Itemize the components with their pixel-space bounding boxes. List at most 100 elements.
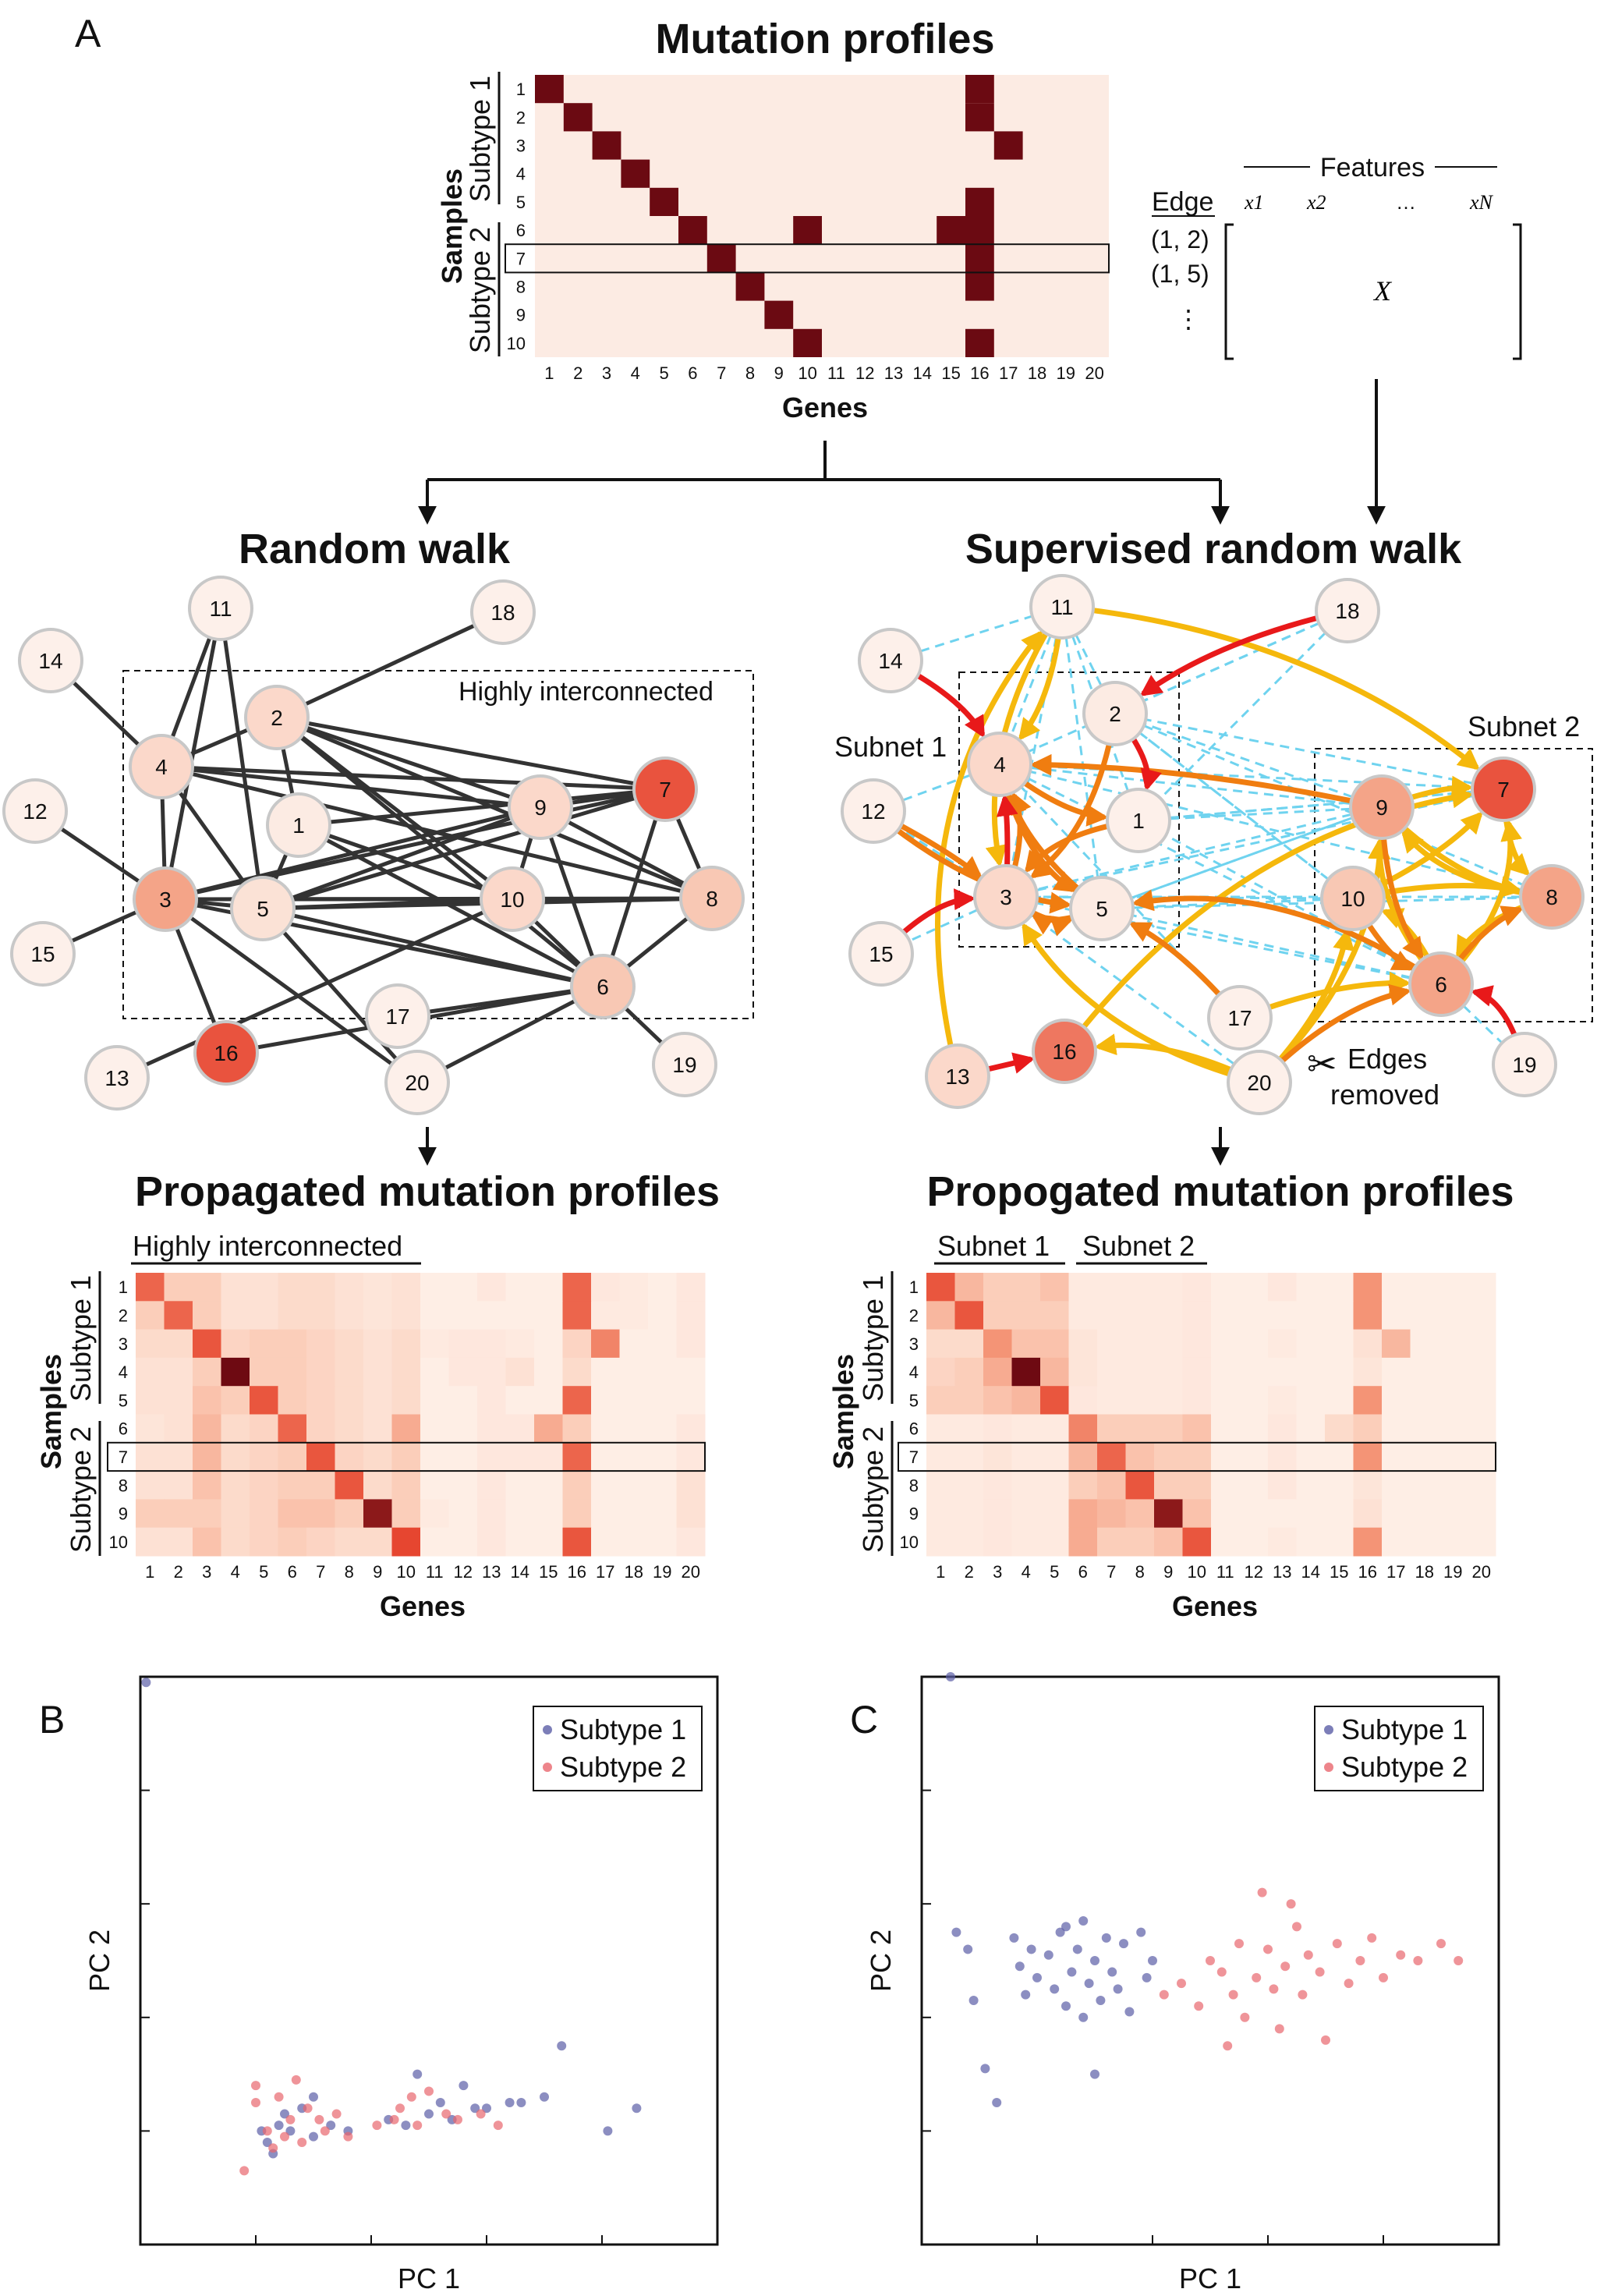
propagated-left-cell xyxy=(562,1414,592,1444)
propagated-right-cell xyxy=(1154,1442,1183,1472)
propagated-right-cell xyxy=(926,1386,955,1415)
col-tick-label: 5 xyxy=(1050,1562,1059,1582)
propagated-left-cell xyxy=(562,1301,592,1330)
dashed-edge xyxy=(1114,712,1355,901)
propagated-right-cell xyxy=(1154,1301,1183,1330)
propagated-right-cell xyxy=(1439,1357,1468,1387)
propagated-right-cell xyxy=(1068,1329,1098,1359)
propagated-left-cell xyxy=(335,1357,364,1387)
propagated-right-cell xyxy=(1268,1414,1297,1444)
propagated-left-cell xyxy=(676,1301,706,1330)
scatter-point xyxy=(1269,1984,1279,1994)
scatter-point xyxy=(1078,1916,1089,1926)
network-edge xyxy=(416,984,604,1085)
col-tick-label: 12 xyxy=(1245,1562,1263,1582)
propagated-right-cell xyxy=(1325,1527,1354,1557)
propagated-right-cell xyxy=(1325,1386,1354,1415)
network-edge xyxy=(275,716,604,988)
propagated-right-cell xyxy=(1011,1499,1041,1529)
network-node-label: 3 xyxy=(1000,885,1012,909)
propagated-left-cell xyxy=(619,1414,649,1444)
network-node xyxy=(188,576,253,641)
propagated-right-cell xyxy=(1268,1329,1297,1359)
scatter-point xyxy=(326,2121,336,2131)
propagated-left-cell xyxy=(306,1273,335,1302)
propagated-left-cell xyxy=(676,1273,706,1302)
panel-label-c: C xyxy=(850,1698,878,1741)
propagated-left-cell xyxy=(306,1499,335,1529)
scatter-point xyxy=(482,2103,491,2114)
propagated-right-cell xyxy=(983,1471,1012,1500)
scatter-point xyxy=(1216,1967,1227,1977)
propagated-left-cell xyxy=(136,1527,165,1557)
dashed-edge xyxy=(997,763,1442,986)
network-node-label: 20 xyxy=(1247,1071,1271,1095)
dashed-edge xyxy=(1112,609,1348,716)
propagated-left-cell xyxy=(250,1471,278,1500)
heatmap-cell xyxy=(735,272,765,301)
legend-marker xyxy=(1324,1725,1333,1734)
heatmap-cell xyxy=(965,75,994,104)
col-tick-label: 16 xyxy=(1358,1562,1377,1582)
propagated-right-cell xyxy=(1040,1499,1069,1529)
propagated-left-cell xyxy=(193,1273,221,1302)
scatter-point xyxy=(1286,1899,1296,1909)
propagated-right-cell xyxy=(926,1527,955,1557)
scatter-point xyxy=(1078,2012,1089,2022)
col-tick-label: 9 xyxy=(774,363,784,383)
propagated-right-cell xyxy=(1268,1301,1297,1330)
propagated-left-cell xyxy=(391,1386,421,1415)
row-tick-label: 7 xyxy=(516,249,526,268)
network-node-label: 2 xyxy=(1109,702,1121,726)
scatter-point xyxy=(1223,2041,1233,2051)
dashed-edge xyxy=(1135,788,1504,827)
scatter-point xyxy=(470,2103,480,2114)
propagated-right-cell xyxy=(1011,1471,1041,1500)
propagated-left-cell xyxy=(505,1301,535,1330)
col-tick-label: 14 xyxy=(1301,1562,1320,1582)
propagated-left-cell xyxy=(648,1329,677,1359)
propagated-left-cell xyxy=(221,1273,250,1302)
row-tick-label: 4 xyxy=(516,165,526,184)
propagated-left-cell xyxy=(562,1499,592,1529)
row-tick-label: 9 xyxy=(909,1504,919,1524)
propagated-right-cell xyxy=(1268,1527,1297,1557)
panel-label-b: B xyxy=(39,1698,65,1741)
propagated-right-cell xyxy=(1239,1357,1269,1387)
propagated-left-cell xyxy=(136,1386,165,1415)
propagated-right-cell xyxy=(1410,1386,1439,1415)
propagated-right-bracket1-label: Subnet 1 xyxy=(937,1230,1050,1262)
propagated-left-cell xyxy=(648,1527,677,1557)
network-node xyxy=(1408,951,1474,1017)
propagated-left-cell xyxy=(648,1471,677,1500)
scatter-point xyxy=(309,2092,318,2102)
propagated-right-cell xyxy=(1182,1471,1212,1500)
propagated-right-cell xyxy=(954,1273,984,1302)
propagated-right-cell xyxy=(1097,1386,1126,1415)
propagated-right-cell xyxy=(1125,1386,1155,1415)
propagated-left-cell xyxy=(193,1471,221,1500)
propagated-left-cell xyxy=(164,1357,193,1387)
scissors-icon: ✂ xyxy=(1307,1044,1337,1084)
propagated-right-cell xyxy=(1154,1273,1183,1302)
propagated-left-cell xyxy=(591,1471,620,1500)
propagated-left-cell xyxy=(250,1273,278,1302)
propagated-right-cell xyxy=(1097,1471,1126,1500)
propagated-left-subtype1-label: Subtype 1 xyxy=(65,1275,97,1401)
propagated-left-cell xyxy=(448,1414,478,1444)
propagated-right-title: Propogated mutation profiles xyxy=(926,1168,1514,1215)
heatmap-cell xyxy=(965,103,994,132)
propagated-left-cell xyxy=(306,1527,335,1557)
network-edge xyxy=(276,715,666,792)
scatter-point xyxy=(441,2109,451,2119)
propagated-right-cell xyxy=(1211,1273,1240,1302)
network-node-label: 15 xyxy=(869,942,893,966)
propagated-left-cell xyxy=(136,1471,165,1500)
dashed-edge xyxy=(1136,609,1349,823)
propagated-right-cell xyxy=(1097,1527,1126,1557)
scatter-point xyxy=(951,1927,961,1937)
propagated-right-cell xyxy=(1268,1273,1297,1302)
scatter-point xyxy=(980,2064,990,2074)
